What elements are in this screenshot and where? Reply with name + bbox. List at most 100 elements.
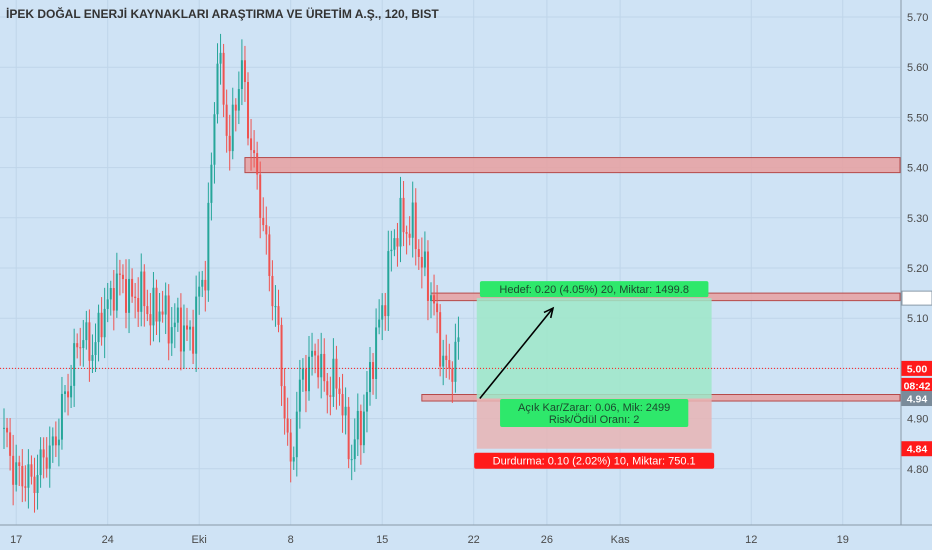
candle bbox=[320, 332, 323, 399]
candle bbox=[436, 284, 439, 334]
candle bbox=[262, 197, 265, 232]
candle bbox=[21, 449, 24, 503]
candle bbox=[259, 161, 262, 239]
time-tick-label: Kas bbox=[611, 534, 630, 546]
candle bbox=[417, 239, 420, 270]
candle bbox=[237, 71, 240, 125]
candle bbox=[51, 427, 54, 463]
candle bbox=[426, 240, 429, 321]
candle bbox=[222, 43, 225, 118]
candle bbox=[381, 293, 384, 341]
candle bbox=[326, 372, 329, 414]
time-tick-label: 17 bbox=[10, 534, 22, 546]
candle bbox=[76, 333, 79, 359]
candle bbox=[384, 292, 387, 331]
badge-target-text: 5.14 bbox=[907, 293, 928, 305]
candle bbox=[396, 222, 399, 267]
candle bbox=[274, 285, 277, 327]
candle bbox=[106, 282, 109, 323]
candle bbox=[39, 437, 42, 488]
candle bbox=[143, 264, 146, 327]
candle bbox=[277, 289, 280, 333]
trend-arrow-head bbox=[543, 306, 555, 319]
price-axis-background[interactable] bbox=[901, 0, 932, 550]
time-tick-label: 12 bbox=[745, 534, 757, 546]
candle bbox=[204, 260, 207, 312]
candle bbox=[423, 231, 426, 277]
candle bbox=[247, 72, 249, 146]
candle bbox=[271, 260, 274, 321]
price-tick-label: 5.40 bbox=[907, 163, 928, 175]
candle bbox=[375, 308, 378, 400]
candle bbox=[393, 229, 396, 257]
price-tick-label: 5.30 bbox=[907, 213, 928, 225]
candle bbox=[256, 141, 259, 190]
candle bbox=[67, 373, 70, 416]
reward-area bbox=[476, 298, 712, 399]
candle bbox=[192, 309, 195, 365]
badge-target: 5.14 bbox=[901, 290, 932, 306]
candle bbox=[372, 353, 375, 395]
candle bbox=[30, 455, 33, 485]
candle bbox=[94, 323, 97, 373]
candle bbox=[91, 334, 94, 374]
candle bbox=[73, 328, 76, 407]
price-badges: 5.14 5.00 08:42 4.94 4.84 bbox=[901, 290, 932, 457]
candle bbox=[128, 259, 131, 334]
candle bbox=[353, 418, 356, 472]
badge-entry: 4.94 bbox=[901, 391, 932, 407]
candle bbox=[286, 397, 289, 446]
candle bbox=[341, 373, 344, 433]
candle bbox=[79, 327, 82, 366]
candle bbox=[210, 152, 213, 221]
candle bbox=[97, 304, 100, 362]
candle bbox=[399, 176, 402, 263]
candle bbox=[317, 339, 320, 389]
candle bbox=[430, 282, 432, 319]
time-tick-label: 24 bbox=[102, 534, 114, 546]
candle bbox=[140, 253, 143, 327]
candle bbox=[225, 89, 228, 153]
candle bbox=[414, 188, 417, 266]
candle bbox=[121, 264, 124, 294]
candle bbox=[186, 307, 188, 341]
candle bbox=[402, 181, 405, 247]
candle bbox=[335, 345, 338, 410]
candle bbox=[48, 426, 51, 488]
candle bbox=[344, 387, 347, 435]
badge-stop-text: 4.84 bbox=[907, 444, 928, 456]
open-pnl-label: Açık Kar/Zarar: 0.06, Mik: 2499Risk/Ödül… bbox=[500, 399, 689, 427]
candle bbox=[228, 114, 231, 171]
candle bbox=[433, 274, 436, 316]
time-axis: 17 24 Eki 8 15 22 26 Kas 12 19 bbox=[10, 534, 849, 546]
candle bbox=[329, 376, 332, 416]
candle bbox=[9, 418, 12, 471]
candle bbox=[198, 271, 201, 315]
candle bbox=[356, 393, 359, 457]
candle bbox=[350, 444, 353, 481]
candle bbox=[445, 334, 448, 378]
candle bbox=[439, 304, 442, 377]
candle bbox=[362, 394, 365, 454]
target-label: Hedef: 0.20 (4.05%) 20, Miktar: 1499.8 bbox=[479, 281, 709, 298]
upper-zone bbox=[244, 157, 901, 174]
candle bbox=[369, 347, 371, 406]
candle bbox=[103, 287, 106, 359]
candle bbox=[234, 98, 237, 132]
badge-entry-text: 4.94 bbox=[907, 394, 928, 406]
candle bbox=[24, 465, 27, 502]
candle bbox=[125, 259, 127, 329]
candle bbox=[347, 397, 350, 469]
candle bbox=[6, 417, 9, 448]
candle bbox=[451, 361, 454, 403]
candle bbox=[420, 237, 423, 289]
candle bbox=[390, 230, 393, 272]
candle bbox=[298, 359, 301, 429]
candle bbox=[70, 364, 73, 408]
candle bbox=[213, 102, 216, 184]
candle bbox=[442, 339, 445, 386]
candle bbox=[137, 277, 140, 327]
time-tick-label: 19 bbox=[837, 534, 849, 546]
